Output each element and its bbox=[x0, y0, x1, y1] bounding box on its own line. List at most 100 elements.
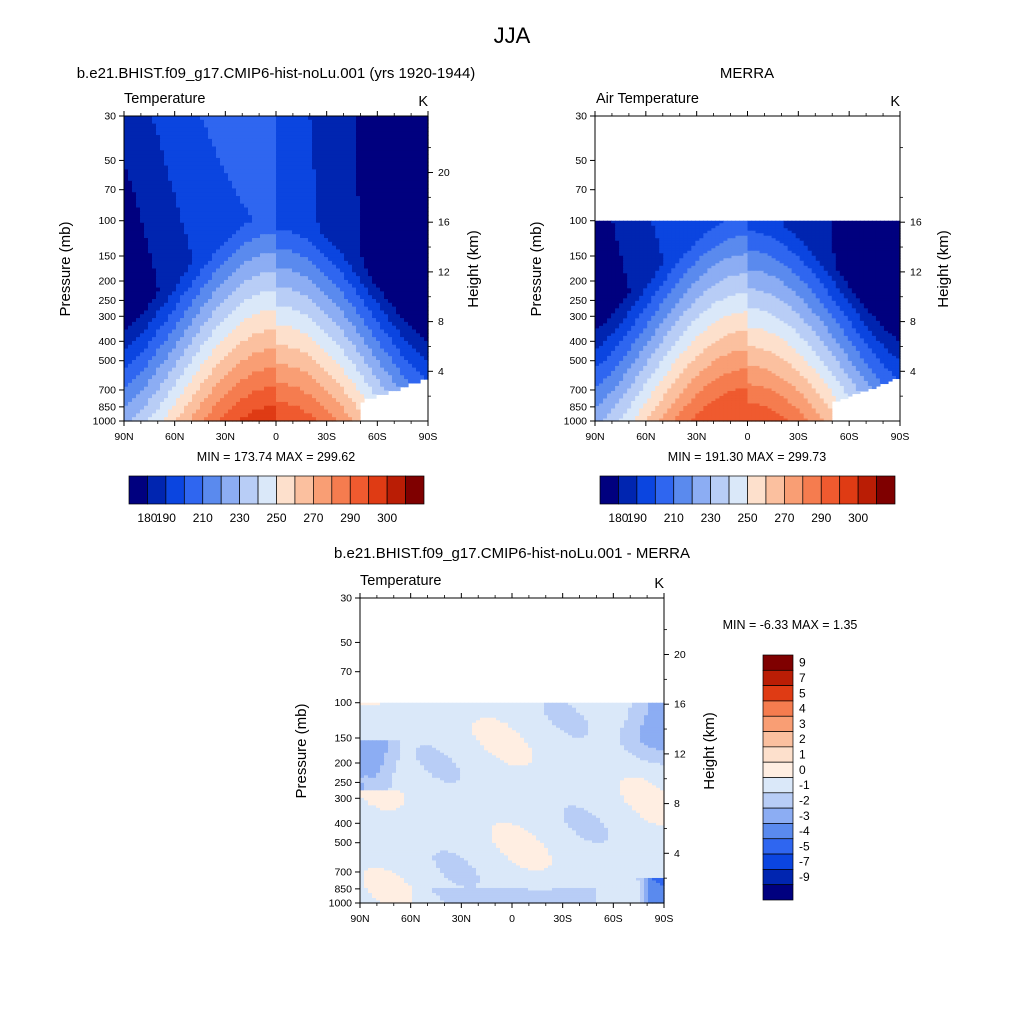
panel-model-plot: 90N 60N 30N 0 30S 60S 90S 30 50 70 100 150 200 250 300… bbox=[93, 111, 450, 444]
panel-diff-xtick-60n: 60N bbox=[401, 913, 420, 925]
panel-diff-y2tick-20: 20 bbox=[674, 649, 686, 661]
panel-model-ytick-50: 50 bbox=[104, 155, 116, 167]
panel-merra-ytick-700: 700 bbox=[569, 384, 587, 396]
panel-merra-colorbar-box bbox=[710, 475, 730, 505]
panel-model-ytick-150: 150 bbox=[98, 250, 116, 262]
panel-model-colorbar-box bbox=[313, 475, 333, 505]
panel-diff-ytick-500: 500 bbox=[334, 837, 352, 849]
panel-model-colorbar-box bbox=[220, 475, 240, 505]
panel-diff-plot: 90N 60N 30N 0 30S 60S 90S 30 50 70 100 150 200 250 300… bbox=[329, 593, 686, 926]
panel-model-colorbar-box bbox=[128, 475, 148, 505]
panel-model-units: K bbox=[418, 94, 428, 110]
panel-diff-colorbar-label-5: -5 bbox=[799, 839, 810, 853]
panel-model-colorbar-label-230: 230 bbox=[230, 511, 250, 525]
panel-model-xtick-30s: 30S bbox=[317, 431, 336, 443]
panel-model-colorbar-box bbox=[165, 475, 185, 505]
panel-merra-colorbar-box bbox=[728, 475, 748, 505]
panel-diff-colorbar-box bbox=[762, 807, 794, 824]
panel-merra: MERRA Air Temperature K 90N 60N 30N 0 30S 60S… bbox=[528, 65, 952, 525]
panel-model-colorbar-box bbox=[386, 475, 406, 505]
panel-diff-colorbar-box bbox=[762, 654, 794, 671]
panel-diff-ylabel: Pressure (mb) bbox=[293, 703, 310, 798]
panel-diff-colorbar-box bbox=[762, 685, 794, 702]
panel-merra-y2tick-8: 8 bbox=[910, 316, 916, 328]
panel-model-xtick-0: 0 bbox=[273, 431, 279, 443]
panel-diff-y2tick-16: 16 bbox=[674, 699, 686, 711]
panel-model-ylabel: Pressure (mb) bbox=[57, 221, 74, 316]
panel-merra-colorbar-label-250: 250 bbox=[737, 511, 757, 525]
panel-model-ytick-30: 30 bbox=[104, 111, 116, 123]
panel-model-colorbar-box bbox=[257, 475, 277, 505]
panel-model-field bbox=[124, 116, 429, 422]
panel-diff-ytick-300: 300 bbox=[334, 793, 352, 805]
panel-diff-colorbar-label-3: 3 bbox=[799, 717, 806, 731]
panel-diff-colorbar-box bbox=[762, 869, 794, 886]
panel-diff-colorbar-box bbox=[762, 792, 794, 809]
panel-merra-colorbar-box bbox=[839, 475, 859, 505]
panel-diff-colorbar-label-2: -2 bbox=[799, 793, 810, 807]
panel-diff-y2tick-4: 4 bbox=[674, 848, 680, 860]
panel-merra-colorbar-box bbox=[765, 475, 785, 505]
panel-diff-ytick-30: 30 bbox=[340, 593, 352, 605]
panel-merra-colorbar-box bbox=[654, 475, 675, 505]
panel-model-colorbar-box bbox=[239, 475, 259, 505]
panel-model-colorbar-label-210: 210 bbox=[193, 511, 213, 525]
panel-diff-xtick-30n: 30N bbox=[452, 913, 471, 925]
panel-model-colorbar-label-290: 290 bbox=[340, 511, 360, 525]
panel-merra-colorbar-box bbox=[618, 475, 638, 505]
panel-model-colorbar-box bbox=[405, 475, 425, 505]
panel-merra-colorbar-box bbox=[802, 475, 822, 505]
panel-merra-y2label: Height (km) bbox=[935, 230, 952, 308]
panel-merra-colorbar-box bbox=[820, 475, 841, 505]
panel-merra-y2tick-16: 16 bbox=[910, 217, 922, 229]
panel-model-left-label: Temperature bbox=[124, 91, 205, 107]
panel-diff-stats: MIN = -6.33 MAX = 1.35 bbox=[723, 618, 858, 632]
panel-model-colorbar-label-250: 250 bbox=[266, 511, 286, 525]
figure-title: JJA bbox=[494, 23, 531, 48]
panel-model-ytick-250: 250 bbox=[98, 295, 116, 307]
panel-model-ytick-100: 100 bbox=[98, 215, 116, 227]
panel-model-colorbar-label-300: 300 bbox=[377, 511, 397, 525]
panel-diff-xtick-60s: 60S bbox=[604, 913, 623, 925]
panel-merra-colorbar-box bbox=[784, 475, 804, 505]
panel-merra-left-label: Air Temperature bbox=[596, 91, 699, 107]
panel-model-xtick-90s: 90S bbox=[419, 431, 438, 443]
panel-merra-ytick-850: 850 bbox=[569, 401, 587, 413]
panel-merra-plot: 90N 60N 30N 0 30S 60S 90S 30 50 70 100 150 200 250 300… bbox=[564, 111, 922, 444]
panel-merra-colorbar-label-230: 230 bbox=[701, 511, 721, 525]
panel-merra-colorbar-label-210: 210 bbox=[664, 511, 684, 525]
panel-merra-ytick-400: 400 bbox=[569, 336, 587, 348]
panel-diff-xtick-0: 0 bbox=[509, 913, 515, 925]
panel-diff-ytick-1000: 1000 bbox=[329, 898, 353, 910]
panel-merra-y2tick-4: 4 bbox=[910, 366, 916, 378]
panel-model-colorbar-box bbox=[276, 475, 296, 505]
panel-model-colorbar-box bbox=[349, 475, 370, 505]
panel-model-ytick-70: 70 bbox=[104, 184, 116, 196]
panel-model-y2tick-16: 16 bbox=[438, 217, 450, 229]
panel-diff-ytick-100: 100 bbox=[334, 697, 352, 709]
panel-model-colorbar-box bbox=[331, 475, 351, 505]
panel-merra-ytick-70: 70 bbox=[575, 184, 587, 196]
panel-merra-colorbar-box bbox=[876, 475, 896, 505]
panel-merra-field bbox=[595, 220, 901, 422]
panel-merra-colorbar-box bbox=[636, 475, 656, 505]
panel-diff-colorbar-box bbox=[762, 761, 794, 778]
panel-diff-colorbar-box bbox=[762, 777, 794, 794]
panel-merra-colorbar-label-270: 270 bbox=[774, 511, 794, 525]
panel-merra-xtick-30s: 30S bbox=[789, 431, 808, 443]
panel-diff-colorbar-label-0: 0 bbox=[799, 763, 806, 777]
panel-model-colorbar-box bbox=[147, 475, 167, 505]
panel-diff-subtitle: b.e21.BHIST.f09_g17.CMIP6-hist-noLu.001 … bbox=[334, 545, 690, 562]
panel-diff-colorbar-label-9: 9 bbox=[799, 656, 806, 670]
panel-model-colorbar-box bbox=[368, 475, 388, 505]
panel-diff-ytick-50: 50 bbox=[340, 637, 352, 649]
panel-model-colorbar-box bbox=[294, 475, 314, 505]
panel-merra-colorbar-box bbox=[599, 475, 619, 505]
panel-model-colorbar-box bbox=[202, 475, 222, 505]
panel-merra-ytick-200: 200 bbox=[569, 276, 587, 288]
panel-diff-colorbar-box bbox=[762, 823, 794, 840]
panel-diff-y2tick-12: 12 bbox=[674, 748, 686, 760]
panel-diff-colorbar-label-4: 4 bbox=[799, 702, 806, 716]
panel-merra-colorbar-box bbox=[691, 475, 711, 505]
